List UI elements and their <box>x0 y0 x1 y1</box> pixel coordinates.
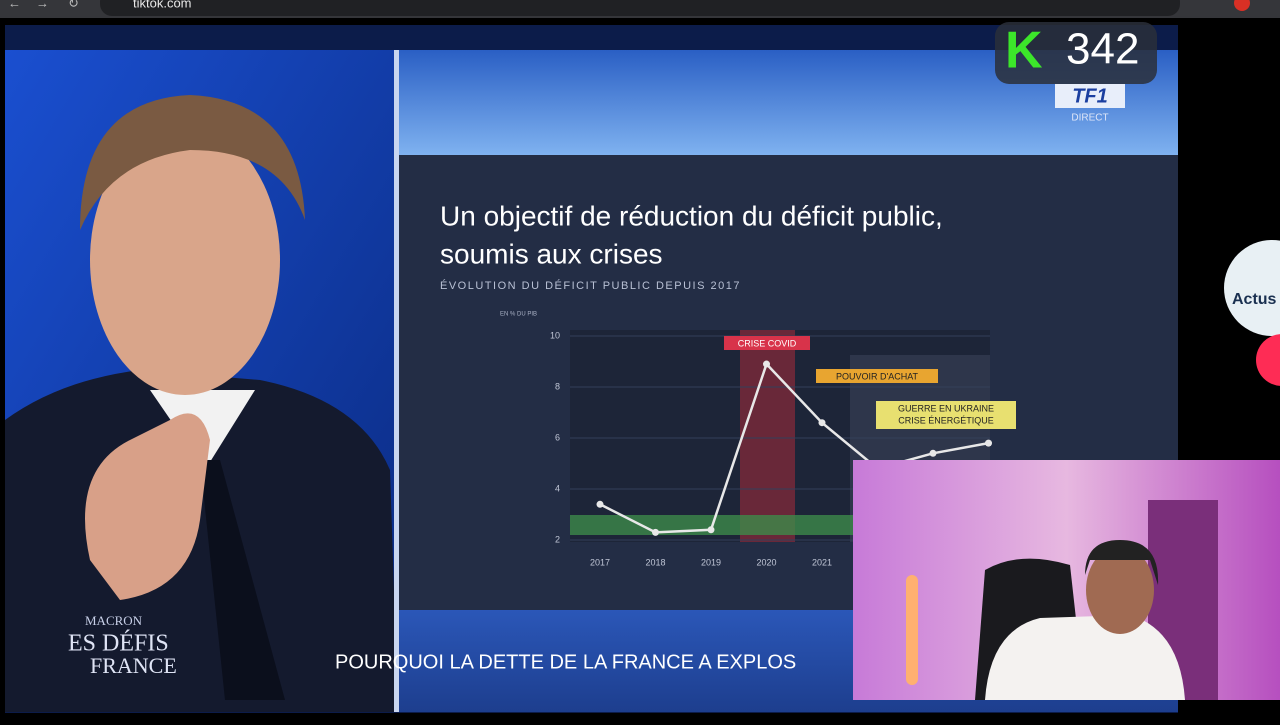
annotation: CRISE ÉNERGÉTIQUE <box>898 415 994 425</box>
suit <box>5 370 398 712</box>
annotation-box <box>876 401 1016 429</box>
face <box>90 125 280 395</box>
x-tick-label: 2017 <box>590 557 610 567</box>
data-point <box>985 439 992 447</box>
data-point <box>707 526 715 534</box>
data-point <box>596 500 604 508</box>
headset <box>1085 540 1159 585</box>
shirt <box>985 615 1185 700</box>
data-point <box>818 419 826 427</box>
side-account: Actus <box>1232 291 1277 308</box>
back-button[interactable]: ← <box>8 0 21 10</box>
counter: 342 <box>1066 25 1139 74</box>
channel: TF1 <box>1072 85 1108 107</box>
data-line <box>599 361 989 534</box>
y-tick-label: 10 <box>550 330 560 340</box>
banner: POURQUOI LA DETTE DE LA FRANCE A EXPLOS <box>335 651 796 673</box>
show-title-2: FRANCE <box>90 653 177 678</box>
data-point <box>763 360 770 368</box>
lamp <box>906 575 918 685</box>
forward-button[interactable]: → <box>36 0 49 10</box>
x-tick-label: 2019 <box>701 557 721 567</box>
annotation-box <box>816 369 938 383</box>
y-tick-label: 8 <box>555 381 560 391</box>
address-bar[interactable] <box>100 0 1180 16</box>
y-tick-label: 6 <box>555 432 560 442</box>
show-title: ES DÉFIS <box>68 631 169 657</box>
chart-title: Un objectif de réduction du déficit publ… <box>440 200 943 231</box>
url: tiktok.com <box>133 0 192 10</box>
channel-logo <box>1055 84 1125 108</box>
annotation: GUERRE EN UKRAINE <box>898 403 994 413</box>
x-tick-label: 2018 <box>645 557 665 567</box>
hand <box>85 413 210 600</box>
profile-icon[interactable] <box>1234 0 1250 11</box>
x-tick-label: 2020 <box>756 557 776 567</box>
y-axis-label: EN % DU PIB <box>500 312 537 318</box>
tie <box>200 460 285 700</box>
annotation: CRISE COVID <box>738 338 797 348</box>
annotation: POUVOIR D'ACHAT <box>836 371 919 381</box>
reload-button[interactable]: ↻ <box>68 0 79 10</box>
hair <box>80 95 305 230</box>
annotation-box <box>724 336 810 350</box>
counter-badge <box>995 22 1157 84</box>
chart-subtitle: ÉVOLUTION DU DÉFICIT PUBLIC DEPUIS 2017 <box>440 279 741 292</box>
chart-title: soumis aux crises <box>440 238 663 269</box>
divider <box>394 50 399 712</box>
follow-button[interactable] <box>1256 334 1280 386</box>
y-tick-label: 2 <box>555 534 560 544</box>
channel-status: DIRECT <box>1071 113 1108 124</box>
counter-letter: K <box>1005 22 1043 80</box>
x-tick-label: 2021 <box>812 557 832 567</box>
show-caption: MACRON <box>85 613 143 628</box>
streamer-face <box>1086 546 1154 634</box>
data-point <box>929 449 937 457</box>
y-tick-label: 4 <box>555 483 560 493</box>
account-avatar[interactable] <box>1224 240 1280 336</box>
data-point <box>652 528 659 536</box>
